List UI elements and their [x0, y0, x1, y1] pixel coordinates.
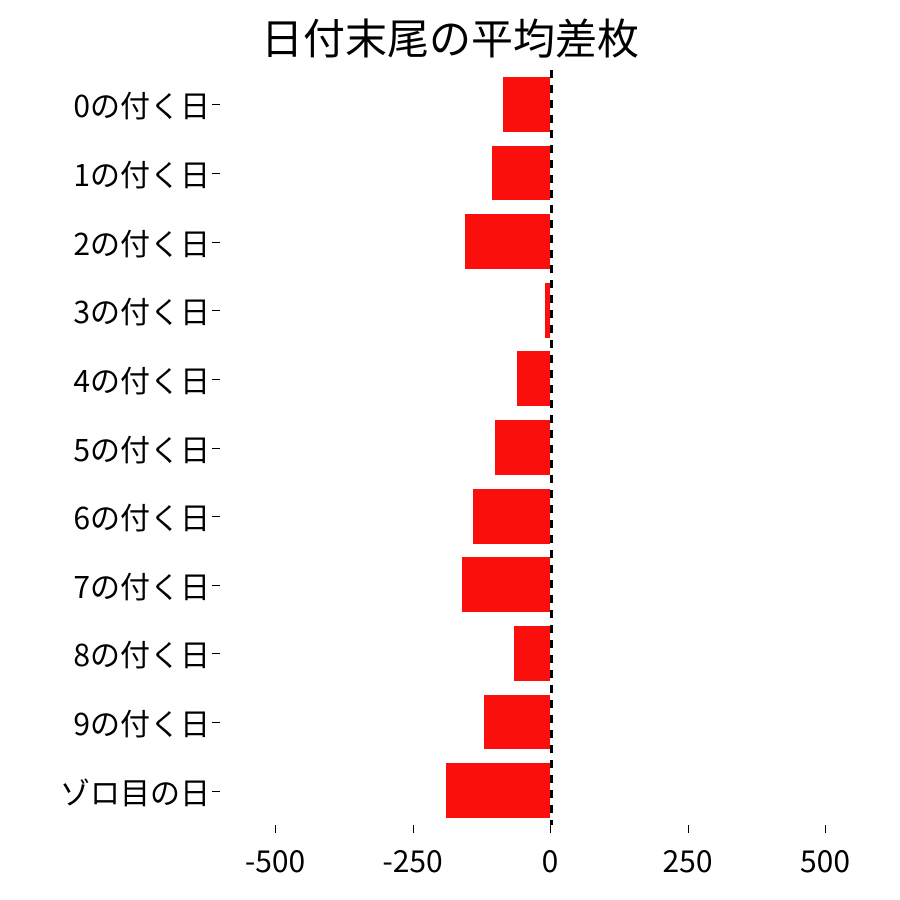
y-tick-label: 3の付く日: [0, 288, 210, 332]
y-tick-label: ゾロ目の日: [0, 769, 210, 813]
y-tick-mark: [212, 310, 220, 311]
bar: [484, 695, 550, 750]
bar: [495, 420, 550, 475]
bar: [473, 489, 550, 544]
y-tick-label: 2の付く日: [0, 220, 210, 264]
x-tick-label: 250: [663, 837, 713, 881]
bar: [503, 77, 550, 132]
x-tick-mark: [275, 825, 276, 833]
y-tick-label: 4の付く日: [0, 357, 210, 401]
zero-line: [550, 70, 553, 825]
x-tick-mark: [688, 825, 689, 833]
y-tick-label: 0の付く日: [0, 82, 210, 126]
chart-title: 日付末尾の平均差枚: [0, 6, 900, 67]
y-tick-mark: [212, 379, 220, 380]
y-tick-mark: [212, 585, 220, 586]
x-tick-label: -500: [245, 837, 305, 881]
y-tick-label: 1の付く日: [0, 151, 210, 195]
y-tick-mark: [212, 722, 220, 723]
bar: [492, 146, 550, 201]
bar: [465, 214, 550, 269]
y-tick-label: 5の付く日: [0, 426, 210, 470]
bar: [462, 557, 550, 612]
x-tick-mark: [413, 825, 414, 833]
bar: [446, 763, 551, 818]
y-tick-mark: [212, 104, 220, 105]
y-tick-label: 6の付く日: [0, 494, 210, 538]
y-tick-mark: [212, 173, 220, 174]
y-tick-mark: [212, 653, 220, 654]
bar: [517, 351, 550, 406]
x-tick-label: 500: [800, 837, 850, 881]
x-tick-label: 0: [542, 837, 559, 881]
y-tick-label: 7の付く日: [0, 563, 210, 607]
plot-area: [220, 70, 880, 825]
y-tick-mark: [212, 791, 220, 792]
chart-container: 日付末尾の平均差枚 0の付く日 1の付く日 2の付く日 3の付く日 4の付く日 5の付く日…: [0, 0, 900, 900]
y-tick-mark: [212, 448, 220, 449]
x-tick-label: -250: [382, 837, 442, 881]
y-tick-mark: [212, 516, 220, 517]
y-tick-label: 8の付く日: [0, 631, 210, 675]
y-tick-label: 9の付く日: [0, 700, 210, 744]
x-tick-mark: [550, 825, 551, 833]
x-tick-mark: [825, 825, 826, 833]
bar: [514, 626, 550, 681]
y-tick-mark: [212, 242, 220, 243]
